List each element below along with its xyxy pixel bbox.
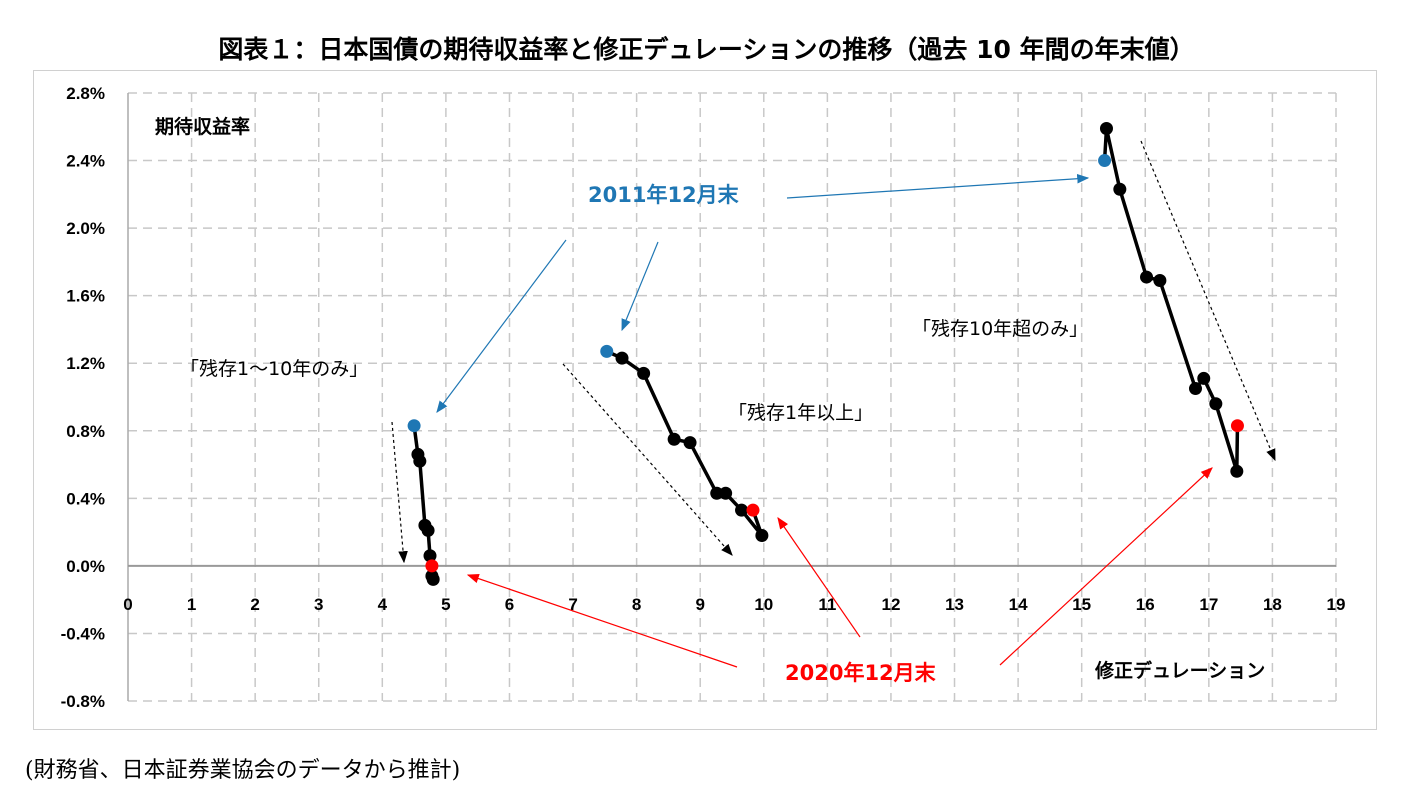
data-point [735, 503, 749, 517]
data-point [1099, 121, 1113, 135]
trend-arrow [1140, 140, 1276, 462]
y-axis-label: 期待収益率 [155, 115, 250, 138]
x-tick-label: 13 [945, 595, 964, 614]
x-tick-label: 12 [881, 595, 900, 614]
x-tick-label: 8 [632, 595, 641, 614]
x-tick-label: 17 [1199, 595, 1218, 614]
y-tick-label: -0.4% [61, 624, 105, 643]
y-tick-label: 0.0% [66, 557, 105, 576]
x-tick-label: 14 [1009, 595, 1028, 614]
start-annotation: 2011年12月末 [588, 183, 740, 207]
y-tick-label: -0.8% [61, 692, 105, 711]
source-note: (財務省、日本証券業協会のデータから推計) [25, 758, 461, 783]
y-tick-label: 0.8% [66, 422, 105, 441]
x-tick-label: 6 [505, 595, 514, 614]
end-annotation: 2020年12月末 [785, 661, 937, 685]
trend-arrow [391, 421, 408, 564]
y-tick-label: 0.4% [66, 489, 105, 508]
data-point [719, 486, 733, 500]
data-point [1140, 270, 1154, 284]
x-tick-label: 9 [695, 595, 704, 614]
data-point [1230, 464, 1244, 478]
series-label: 「残存1年以上」 [728, 402, 873, 424]
series-line [1102, 128, 1240, 472]
data-point [683, 436, 697, 450]
y-tick-label: 2.4% [66, 152, 105, 171]
data-point [423, 549, 437, 563]
start-arrow [786, 173, 1090, 199]
start-point [600, 344, 614, 358]
x-tick-label: 3 [314, 595, 323, 614]
end-point [425, 559, 439, 573]
x-tick-label: 15 [1072, 595, 1091, 614]
data-point [667, 432, 681, 446]
data-point [1153, 273, 1167, 287]
x-tick-label: 5 [441, 595, 450, 614]
chart-frame [33, 70, 1377, 730]
trend-arrow [562, 363, 733, 556]
end-point [746, 503, 760, 517]
data-point [413, 454, 427, 468]
y-tick-label: 2.8% [66, 84, 105, 103]
chart-title: 図表１：日本国債の期待収益率と修正デュレーションの推移（過去 10 年間の年末値… [218, 35, 1195, 64]
start-point [407, 419, 421, 433]
data-point [1197, 371, 1211, 385]
data-point [1188, 382, 1202, 396]
y-tick-label: 2.0% [66, 219, 105, 238]
x-tick-label: 10 [754, 595, 773, 614]
data-point [1209, 397, 1223, 411]
start-point [1098, 154, 1112, 168]
end-arrow [999, 467, 1213, 666]
data-point [1113, 182, 1127, 196]
x-tick-label: 11 [818, 595, 836, 614]
x-tick-label: 4 [378, 595, 388, 614]
series-label: 「残存1～10年のみ」 [180, 358, 368, 380]
data-point [637, 366, 651, 380]
data-point [755, 528, 769, 542]
x-axis-label: 修正デュレーション [1094, 659, 1265, 682]
x-tick-label: 1 [187, 595, 196, 614]
series-label: 「残存10年超のみ」 [912, 318, 1088, 340]
x-tick-label: 18 [1263, 595, 1282, 614]
x-tick-label: 16 [1136, 595, 1155, 614]
series-line [606, 349, 764, 537]
start-arrow [436, 239, 567, 413]
x-tick-label: 19 [1327, 595, 1346, 614]
data-point [615, 351, 629, 365]
end-point [1230, 419, 1244, 433]
x-tick-label: 2 [250, 595, 259, 614]
end-arrow [466, 573, 738, 668]
start-arrow [621, 241, 659, 332]
data-point [426, 572, 440, 586]
x-tick-label: 0 [123, 595, 132, 614]
y-tick-label: 1.6% [66, 287, 105, 306]
data-point [421, 523, 435, 537]
data-point [710, 486, 724, 500]
end-arrow [777, 517, 861, 638]
x-tick-label: 7 [568, 595, 577, 614]
y-tick-label: 1.2% [66, 354, 105, 373]
